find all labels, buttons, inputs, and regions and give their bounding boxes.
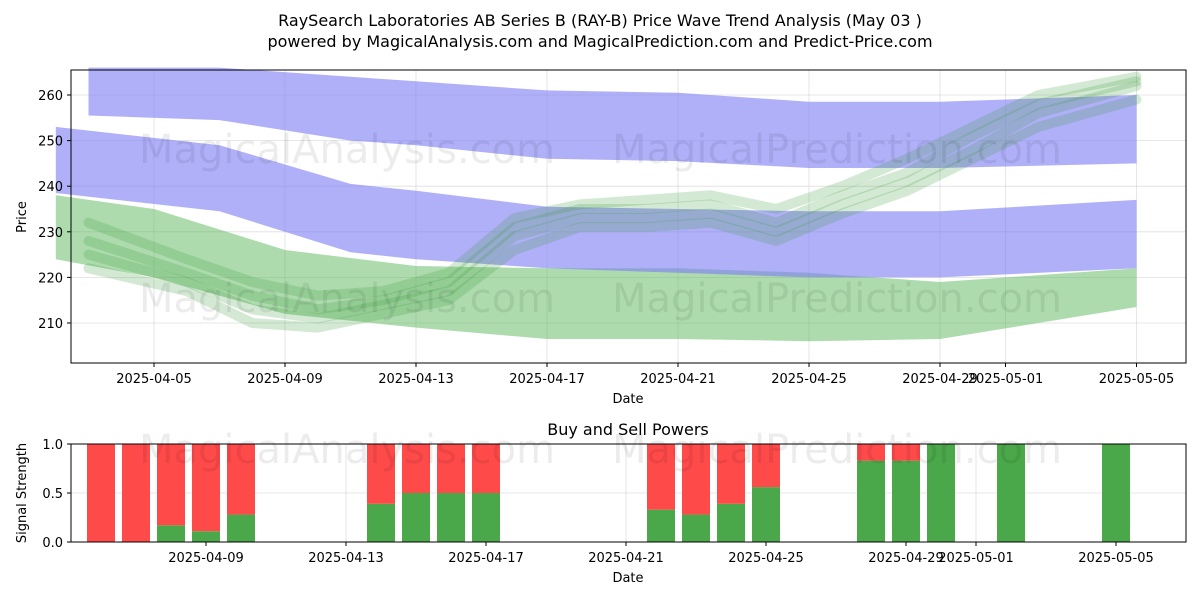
sell-bar [437, 444, 465, 493]
sell-bar [87, 444, 115, 542]
buy-bar [192, 531, 220, 542]
price-ytick-label: 220 [38, 271, 63, 286]
sell-bar [717, 444, 745, 504]
price-ytick-label: 210 [38, 317, 63, 332]
power-xtick-label: 2025-04-17 [448, 551, 524, 566]
buy-bar [857, 460, 885, 542]
power-xtick-label: 2025-04-13 [308, 551, 384, 566]
power-chart: Buy and Sell Powers MagicalAnalysis.com … [15, 420, 1187, 586]
buy-bar [717, 503, 745, 542]
chart-title-line1: RaySearch Laboratories AB Series B (RAY-… [278, 11, 922, 30]
buy-bar [682, 514, 710, 542]
power-xtick-label: 2025-04-29 [868, 551, 944, 566]
power-ylabel: Signal Strength [15, 443, 30, 543]
buy-bar [647, 509, 675, 542]
sell-bar [192, 444, 220, 532]
chart-title-line2: powered by MagicalAnalysis.com and Magic… [267, 32, 932, 51]
power-xlabel: Date [612, 571, 643, 586]
sell-bar [892, 444, 920, 461]
price-watermark-4: MagicalPrediction.com [612, 276, 1062, 322]
sell-bar [157, 444, 185, 526]
buy-bar [752, 487, 780, 542]
price-ytick-label: 240 [38, 180, 63, 195]
sell-bar [752, 444, 780, 488]
price-xlabel: Date [612, 392, 643, 407]
sell-bar [402, 444, 430, 493]
power-title: Buy and Sell Powers [547, 420, 709, 439]
blue-band [88, 67, 1137, 168]
price-chart: MagicalAnalysis.com MagicalPrediction.co… [15, 67, 1187, 407]
power-xtick-label: 2025-05-05 [1078, 551, 1154, 566]
blue-band [55, 126, 1137, 278]
price-xtick-label: 2025-05-05 [1099, 372, 1175, 387]
sell-bar [122, 444, 150, 542]
green-band [55, 195, 1137, 342]
wave-path [83, 76, 1142, 315]
price-xtick-label: 2025-04-25 [771, 372, 847, 387]
sell-bar [367, 444, 395, 504]
price-watermark-2: MagicalPrediction.com [612, 127, 1062, 173]
price-xtick-label: 2025-04-29 [902, 372, 978, 387]
power-watermark-1: MagicalAnalysis.com [139, 427, 555, 473]
price-axes-frame [70, 69, 1187, 364]
buy-bar [892, 460, 920, 542]
buy-bar [437, 493, 465, 542]
price-ytick-label: 260 [38, 89, 63, 104]
wave-path [83, 94, 1142, 333]
buy-bar [997, 444, 1025, 542]
sell-bar [647, 444, 675, 510]
price-ytick-label: 230 [38, 226, 63, 241]
power-xtick-label: 2025-04-09 [168, 551, 244, 566]
power-ytick-label: 0.5 [42, 487, 63, 502]
buy-bar [367, 503, 395, 542]
price-xtick-label: 2025-04-21 [640, 372, 716, 387]
buy-bar [402, 493, 430, 542]
price-bands [55, 67, 1137, 342]
power-ytick-label: 0.0 [42, 536, 63, 551]
sell-bar [857, 444, 885, 461]
wave-path [83, 80, 1142, 324]
buy-bar [472, 493, 500, 542]
price-xtick-label: 2025-04-09 [247, 372, 323, 387]
power-xtick-label: 2025-04-25 [728, 551, 804, 566]
price-ylabel: Price [15, 201, 30, 233]
buy-bar [227, 514, 255, 542]
buy-bar [1102, 444, 1130, 542]
price-xtick-label: 2025-04-05 [116, 372, 192, 387]
price-xtick-label: 2025-04-13 [378, 372, 454, 387]
price-watermark-1: MagicalAnalysis.com [139, 127, 555, 173]
power-ytick-label: 1.0 [42, 438, 63, 453]
price-watermark-3: MagicalAnalysis.com [139, 276, 555, 322]
power-bars [87, 444, 1130, 542]
price-xtick-label: 2025-05-01 [968, 372, 1044, 387]
price-waves [83, 71, 1142, 333]
price-ytick-label: 250 [38, 135, 63, 150]
power-watermark-2: MagicalPrediction.com [612, 427, 1062, 473]
sell-bar [227, 444, 255, 515]
price-xtick-label: 2025-04-17 [509, 372, 585, 387]
wave-path [83, 71, 1142, 301]
sell-bar [682, 444, 710, 515]
sell-bar [472, 444, 500, 493]
buy-bar [157, 525, 185, 542]
power-xtick-label: 2025-04-21 [588, 551, 664, 566]
buy-bar [927, 444, 955, 542]
price-ticks: 210 220 230 240 250 260 2025-04-05 2025-04-09 20… [38, 89, 1174, 387]
power-ticks: 0.0 0.5 1.0 2025-04-09 2025-04-13 2025-04-17 2… [42, 438, 1153, 566]
power-xtick-label: 2025-05-01 [938, 551, 1014, 566]
